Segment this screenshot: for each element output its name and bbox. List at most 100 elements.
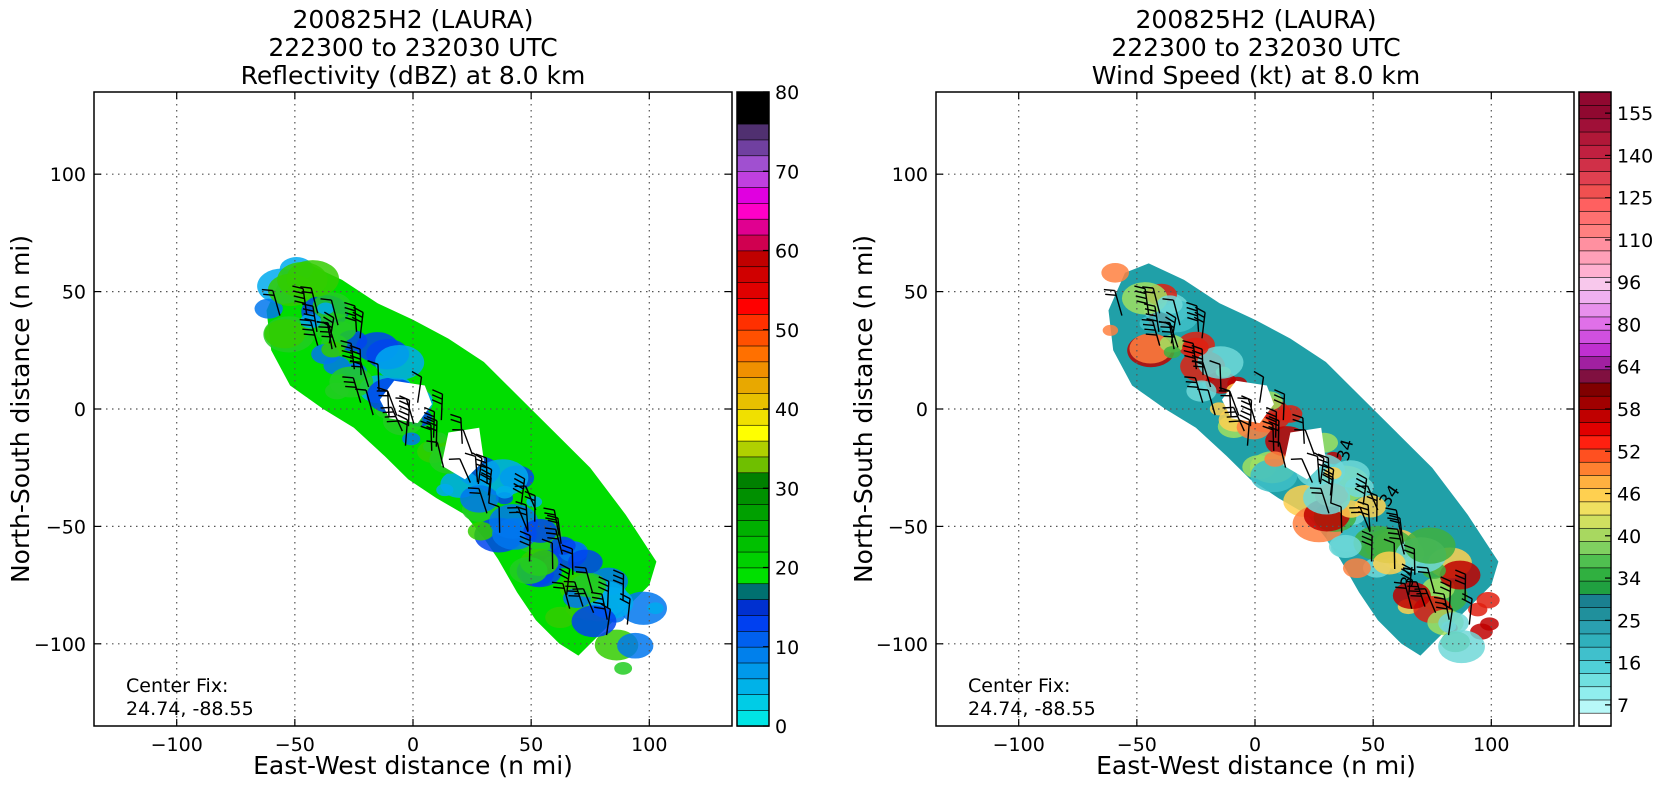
colorbar-bin: [1579, 488, 1611, 502]
field-patch: [496, 486, 514, 499]
colorbar-bin: [737, 583, 769, 599]
wind-y-axis-label: North-South distance (n mi): [849, 235, 878, 583]
y-tick-label: 50: [62, 282, 86, 304]
colorbar-bin: [737, 520, 769, 536]
colorbar-tick-label: 60: [775, 241, 799, 263]
colorbar-bin: [737, 568, 769, 584]
wind-speed-panel: 200825H2 (LAURA) 222300 to 232030 UTC Wi…: [849, 5, 1653, 780]
colorbar-bin: [737, 187, 769, 203]
field-patch: [1278, 405, 1303, 423]
colorbar-bin: [1579, 528, 1611, 542]
colorbar-bin: [737, 361, 769, 377]
field-patch: [1480, 617, 1499, 630]
colorbar-bin: [737, 346, 769, 362]
wind-center-fix-label: Center Fix:: [968, 675, 1070, 697]
colorbar-bin: [1579, 713, 1611, 727]
reflectivity-title-line-2: 222300 to 232030 UTC: [268, 33, 557, 62]
colorbar-bin: [1579, 251, 1611, 265]
colorbar-tick-label: 58: [1617, 399, 1641, 421]
y-tick-label: 100: [50, 164, 86, 186]
colorbar-bin: [737, 488, 769, 504]
colorbar-bin: [737, 457, 769, 473]
colorbar-bin: [1579, 118, 1611, 132]
colorbar-bin: [1579, 435, 1611, 449]
colorbar-bin: [1579, 184, 1611, 198]
y-tick-label: 0: [916, 399, 928, 421]
colorbar-tick-label: 96: [1617, 272, 1641, 294]
colorbar-bin: [1579, 581, 1611, 595]
colorbar-bin: [737, 536, 769, 552]
colorbar-bin: [1579, 554, 1611, 568]
wind-title-line-1: 200825H2 (LAURA): [1136, 5, 1377, 34]
field-patch: [402, 432, 420, 445]
colorbar-bin: [737, 377, 769, 393]
field-patch: [1103, 325, 1118, 336]
colorbar-tick-label: 52: [1617, 441, 1641, 463]
colorbar-tick-label: 7: [1617, 695, 1629, 717]
colorbar-tick-label: 125: [1617, 188, 1653, 210]
colorbar-bin: [737, 504, 769, 520]
colorbar-bin: [1579, 105, 1611, 119]
colorbar-bin: [1579, 620, 1611, 634]
x-tick-label: 100: [631, 734, 667, 756]
colorbar-tick-label: 16: [1617, 653, 1641, 675]
y-tick-label: 100: [892, 164, 928, 186]
field-patch: [1157, 295, 1183, 313]
field-patch: [1440, 561, 1481, 590]
colorbar-bin: [737, 140, 769, 156]
colorbar-bin: [1579, 369, 1611, 383]
colorbar-tick-label: 80: [1617, 314, 1641, 336]
colorbar-bin: [1579, 158, 1611, 172]
colorbar-bin: [1579, 396, 1611, 410]
colorbar-bin: [1579, 356, 1611, 370]
field-patch: [264, 319, 305, 348]
colorbar-tick-label: 10: [775, 637, 799, 659]
y-tick-label: 0: [74, 399, 86, 421]
colorbar-bin: [737, 393, 769, 409]
colorbar-tick-label: 80: [775, 82, 799, 104]
colorbar-bin: [737, 631, 769, 647]
colorbar-bin: [737, 251, 769, 267]
colorbar-tick-label: 64: [1617, 357, 1641, 379]
colorbar-tick-label: 70: [775, 161, 799, 183]
colorbar-tick-label: 140: [1617, 145, 1653, 167]
colorbar-bin: [1579, 673, 1611, 687]
colorbar-tick-label: 46: [1617, 484, 1641, 506]
colorbar-bin: [737, 472, 769, 488]
colorbar-bin: [737, 155, 769, 171]
colorbar-bin: [1579, 224, 1611, 238]
colorbar-tick-label: 34: [1617, 568, 1641, 590]
colorbar-bin: [1579, 264, 1611, 278]
colorbar-bin: [737, 441, 769, 457]
y-tick-label: −100: [876, 634, 928, 656]
colorbar-bin: [737, 266, 769, 282]
colorbar-bin: [1579, 647, 1611, 661]
colorbar-bin: [1579, 343, 1611, 357]
wind-center-fix-value: 24.74, -88.55: [968, 698, 1096, 720]
colorbar-bin: [1579, 211, 1611, 225]
y-tick-label: −100: [34, 634, 86, 656]
colorbar-bin: [1579, 634, 1611, 648]
field-patch: [1101, 263, 1129, 283]
colorbar-bin: [1579, 541, 1611, 555]
field-patch: [1438, 630, 1485, 663]
wind-title-line-2: 222300 to 232030 UTC: [1111, 33, 1400, 62]
colorbar-bin: [1579, 290, 1611, 304]
colorbar-bin: [1579, 317, 1611, 331]
x-tick-label: −100: [993, 734, 1045, 756]
colorbar-tick-label: 20: [775, 558, 799, 580]
colorbar-bin: [1579, 422, 1611, 436]
field-patch: [1164, 346, 1181, 358]
colorbar-tick-label: 0: [775, 716, 787, 738]
reflectivity-center-fix-label: Center Fix:: [126, 675, 228, 697]
colorbar-bin: [1579, 303, 1611, 317]
colorbar-bin: [737, 282, 769, 298]
colorbar-bin: [1579, 132, 1611, 146]
colorbar-bin: [737, 552, 769, 568]
colorbar-bin: [737, 171, 769, 187]
colorbar-bin: [737, 330, 769, 346]
field-patch: [617, 633, 653, 659]
colorbar-bin: [1579, 92, 1611, 106]
